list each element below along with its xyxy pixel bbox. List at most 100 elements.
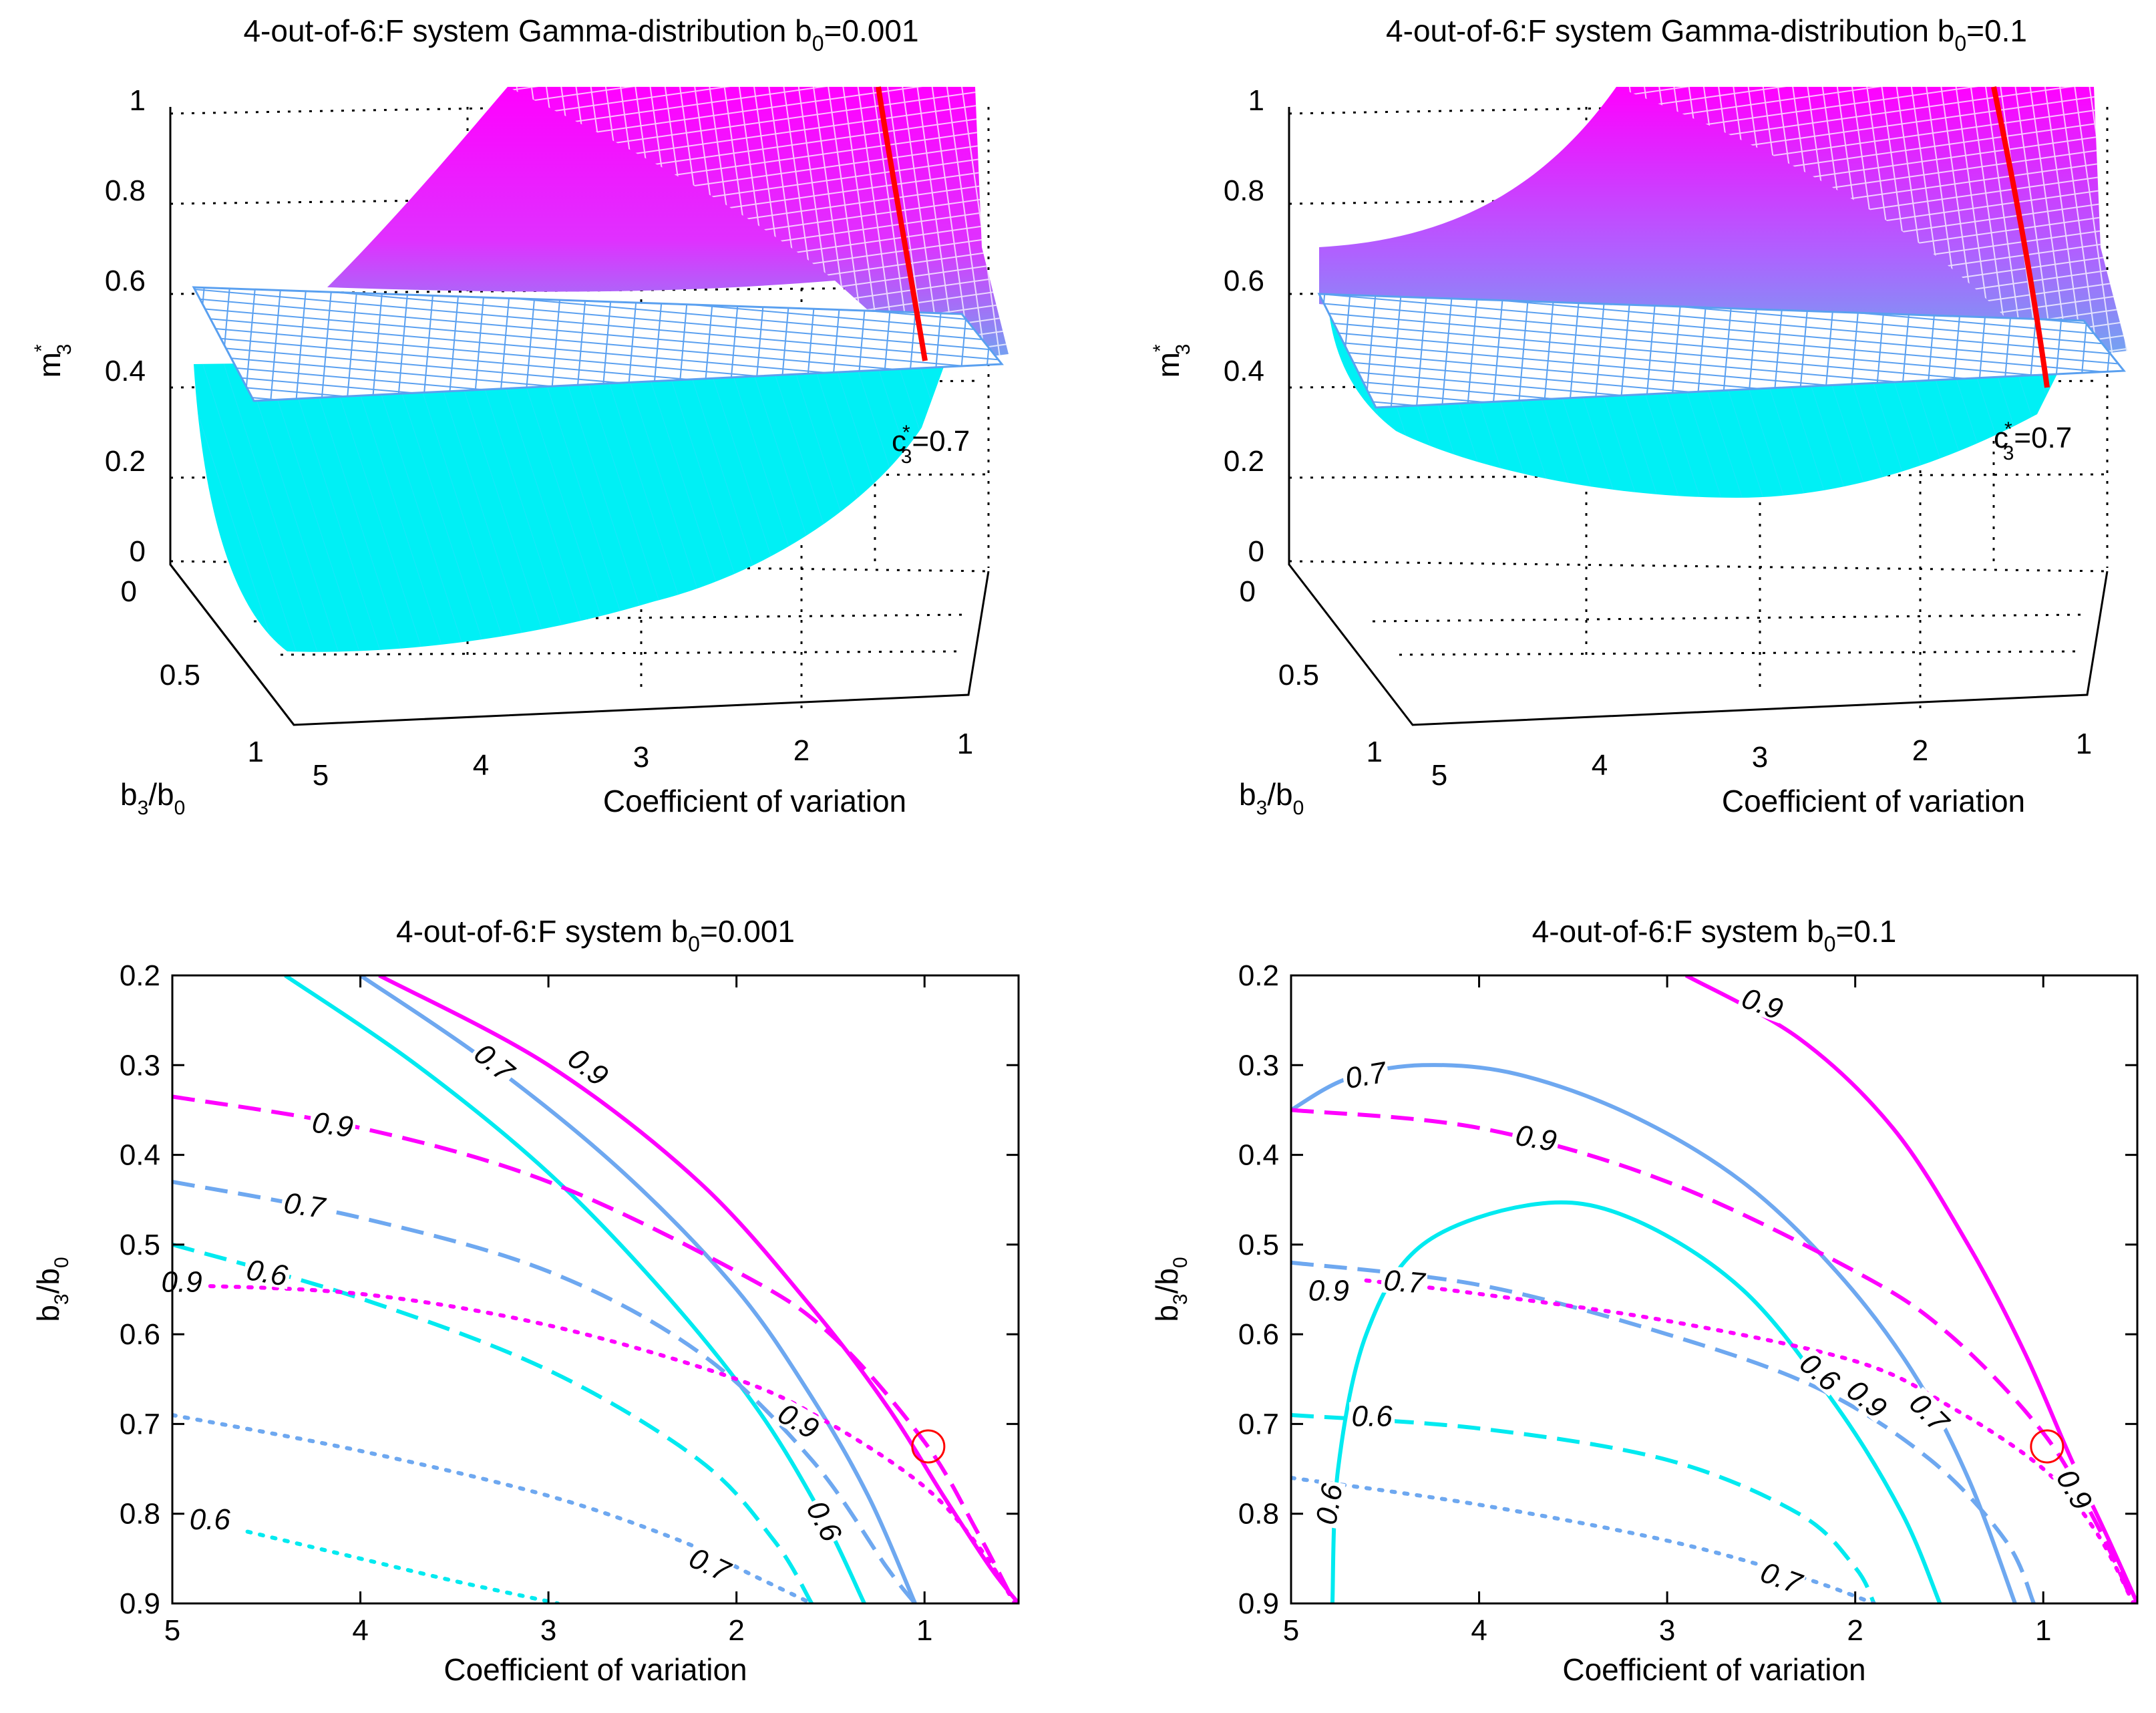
z-tick-label: 0.8 xyxy=(1224,174,1264,207)
z-tick-label: 0.4 xyxy=(105,355,146,387)
svg-text:0.6: 0.6 xyxy=(244,1253,290,1293)
axes-frame xyxy=(1288,107,2109,726)
x-tick-label: 4 xyxy=(1592,749,1608,782)
z-tick-labels: 0 0.2 0.4 0.6 0.8 1 xyxy=(1224,84,1264,568)
z-tick-label: 0.2 xyxy=(105,445,146,478)
x-tick-label: 2 xyxy=(1912,734,1928,767)
x-axis-label: Coefficient of variation xyxy=(443,1652,747,1687)
z-tick-label: 0.4 xyxy=(1224,355,1264,387)
z-tick-label: 1 xyxy=(130,84,146,117)
x-tick-label: 3 xyxy=(633,741,649,774)
x-tick-label: 2 xyxy=(1847,1614,1863,1647)
z-tick-label: 0.2 xyxy=(1224,445,1264,478)
y-tick-label: 0.3 xyxy=(1238,1049,1279,1082)
y-tick-label: 0.3 xyxy=(120,1049,160,1082)
contour-label: 0.9 xyxy=(308,1106,357,1144)
contour-line-magenta-solid xyxy=(378,975,1019,1603)
panel-title: 4-out-of-6:F system b0=0.001 xyxy=(396,914,795,956)
contour-line-blue-dot xyxy=(172,1413,814,1603)
y-tick-label: 0.7 xyxy=(1238,1408,1279,1440)
y-tick-label: 1 xyxy=(248,736,264,768)
y-tick-label: 0.7 xyxy=(120,1408,160,1440)
svg-text:0.6: 0.6 xyxy=(799,1495,848,1547)
svg-text:0.7: 0.7 xyxy=(1383,1264,1427,1300)
z-axis-label: m*3 xyxy=(31,344,75,378)
svg-text:0.7: 0.7 xyxy=(684,1541,736,1589)
plot-frame xyxy=(1290,974,2139,1605)
x-axis-label: Coefficient of variation xyxy=(603,784,906,818)
contour-label: 0.6 xyxy=(1310,1479,1349,1529)
y-tick-label: 0.8 xyxy=(120,1498,160,1531)
x-tick-label: 1 xyxy=(2035,1614,2051,1647)
contour-label: 0.9 xyxy=(159,1265,205,1298)
contour-line-magenta-dot xyxy=(1364,1278,2136,1603)
contour-label: 0.7 xyxy=(683,1541,737,1589)
annotation-c3: c* 3=0.7 xyxy=(892,422,970,468)
contour-line-blue-dash xyxy=(172,1179,917,1603)
y-tick-label: 0 xyxy=(1240,575,1256,608)
contour-line-cyan-dot xyxy=(245,1529,560,1603)
z-tick-label: 1 xyxy=(1248,84,1264,117)
contour-label: 0.6 xyxy=(1349,1400,1395,1433)
contour-panel-b0-0.1: 4-out-of-6:F system b0=0.1 0.9 0.7 0.9 0.9 0.… xyxy=(1149,914,2139,1687)
z-tick-label: 0 xyxy=(130,535,146,568)
contour-line-magenta-solid xyxy=(1684,975,2137,1603)
surface-panel-b0-0.1: 4-out-of-6:F system Gamma-distribution b… xyxy=(1149,13,2127,819)
contour-label: 0.7 xyxy=(280,1187,329,1225)
x-tick-label: 3 xyxy=(1659,1614,1675,1647)
contour-label: 0.9 xyxy=(1306,1275,1352,1307)
contour-label: 0.9 xyxy=(1511,1119,1561,1158)
threshold-curve-red xyxy=(876,86,928,361)
z-axis-label: m*3 xyxy=(1149,344,1194,378)
svg-text:0.9: 0.9 xyxy=(562,1042,614,1092)
y-axis-label: b3/b0 xyxy=(120,777,185,819)
z-tick-label: 0.8 xyxy=(105,174,146,207)
x-axis-label: Coefficient of variation xyxy=(1722,784,2025,818)
contour-line-blue-arch xyxy=(1291,1063,2017,1603)
contour-label: 0.7 xyxy=(1380,1264,1429,1300)
contour-line-magenta-dash xyxy=(1291,1108,2136,1603)
contour-label: 0.6 xyxy=(799,1494,848,1547)
svg-text:0.9: 0.9 xyxy=(162,1265,202,1298)
y-tick-label: 0.6 xyxy=(1238,1318,1279,1351)
contour-line-blue-dash xyxy=(1291,1260,2036,1603)
x-axis-label: Coefficient of variation xyxy=(1562,1652,1865,1687)
svg-text:0.7: 0.7 xyxy=(1342,1056,1389,1095)
contour-lines xyxy=(172,975,1019,1603)
x-tick-label: 1 xyxy=(916,1614,932,1647)
x-tick-label: 5 xyxy=(164,1614,180,1647)
x-tick-labels: 5 4 3 2 1 xyxy=(313,728,973,792)
z-tick-label: 0 xyxy=(1248,535,1264,568)
x-tick-label: 3 xyxy=(540,1614,556,1647)
x-tick-label: 4 xyxy=(473,749,489,782)
y-tick-label: 0.5 xyxy=(1238,1229,1279,1261)
y-tick-label: 0 xyxy=(121,575,137,608)
y-tick-label: 0.9 xyxy=(120,1587,160,1620)
y-tick-label: 0.6 xyxy=(120,1318,160,1351)
contour-label: 0.7 xyxy=(1755,1556,1807,1601)
optimum-marker xyxy=(911,1429,946,1464)
panel-title: 4-out-of-6:F system Gamma-distribution b… xyxy=(1386,13,2027,55)
z-tick-labels: 0 0.2 0.4 0.6 0.8 1 xyxy=(105,84,146,568)
contour-label: 0.9 xyxy=(562,1042,615,1093)
contour-line-cyan-dash xyxy=(172,1243,814,1603)
y-axis-label: b3/b0 xyxy=(31,1257,73,1321)
contour-line-magenta-dash xyxy=(172,1094,1017,1603)
plane-0.7 xyxy=(192,286,1005,402)
y-tick-labels: 0 0.5 1 xyxy=(121,575,264,768)
x-tick-labels: 5 4 3 2 1 xyxy=(1431,728,2092,792)
x-tick-label: 2 xyxy=(728,1614,744,1647)
z-tick-label: 0.6 xyxy=(105,265,146,297)
annotation-c3: c* 3=0.7 xyxy=(1994,418,2072,464)
panel-title: 4-out-of-6:F system b0=0.1 xyxy=(1532,914,1897,956)
panel-title: 4-out-of-6:F system Gamma-distribution b… xyxy=(243,13,918,55)
x-tick-label: 5 xyxy=(1283,1614,1299,1647)
y-tick-label: 0.8 xyxy=(1238,1498,1279,1531)
contour-label: 0.6 xyxy=(242,1253,292,1293)
y-tick-label: 0.2 xyxy=(120,959,160,992)
x-tick-label: 3 xyxy=(1752,741,1768,774)
y-tick-label: 0.5 xyxy=(160,659,200,691)
svg-text:0.7: 0.7 xyxy=(282,1187,328,1225)
x-tick-label: 2 xyxy=(793,734,810,767)
y-tick-label: 0.4 xyxy=(120,1139,160,1172)
